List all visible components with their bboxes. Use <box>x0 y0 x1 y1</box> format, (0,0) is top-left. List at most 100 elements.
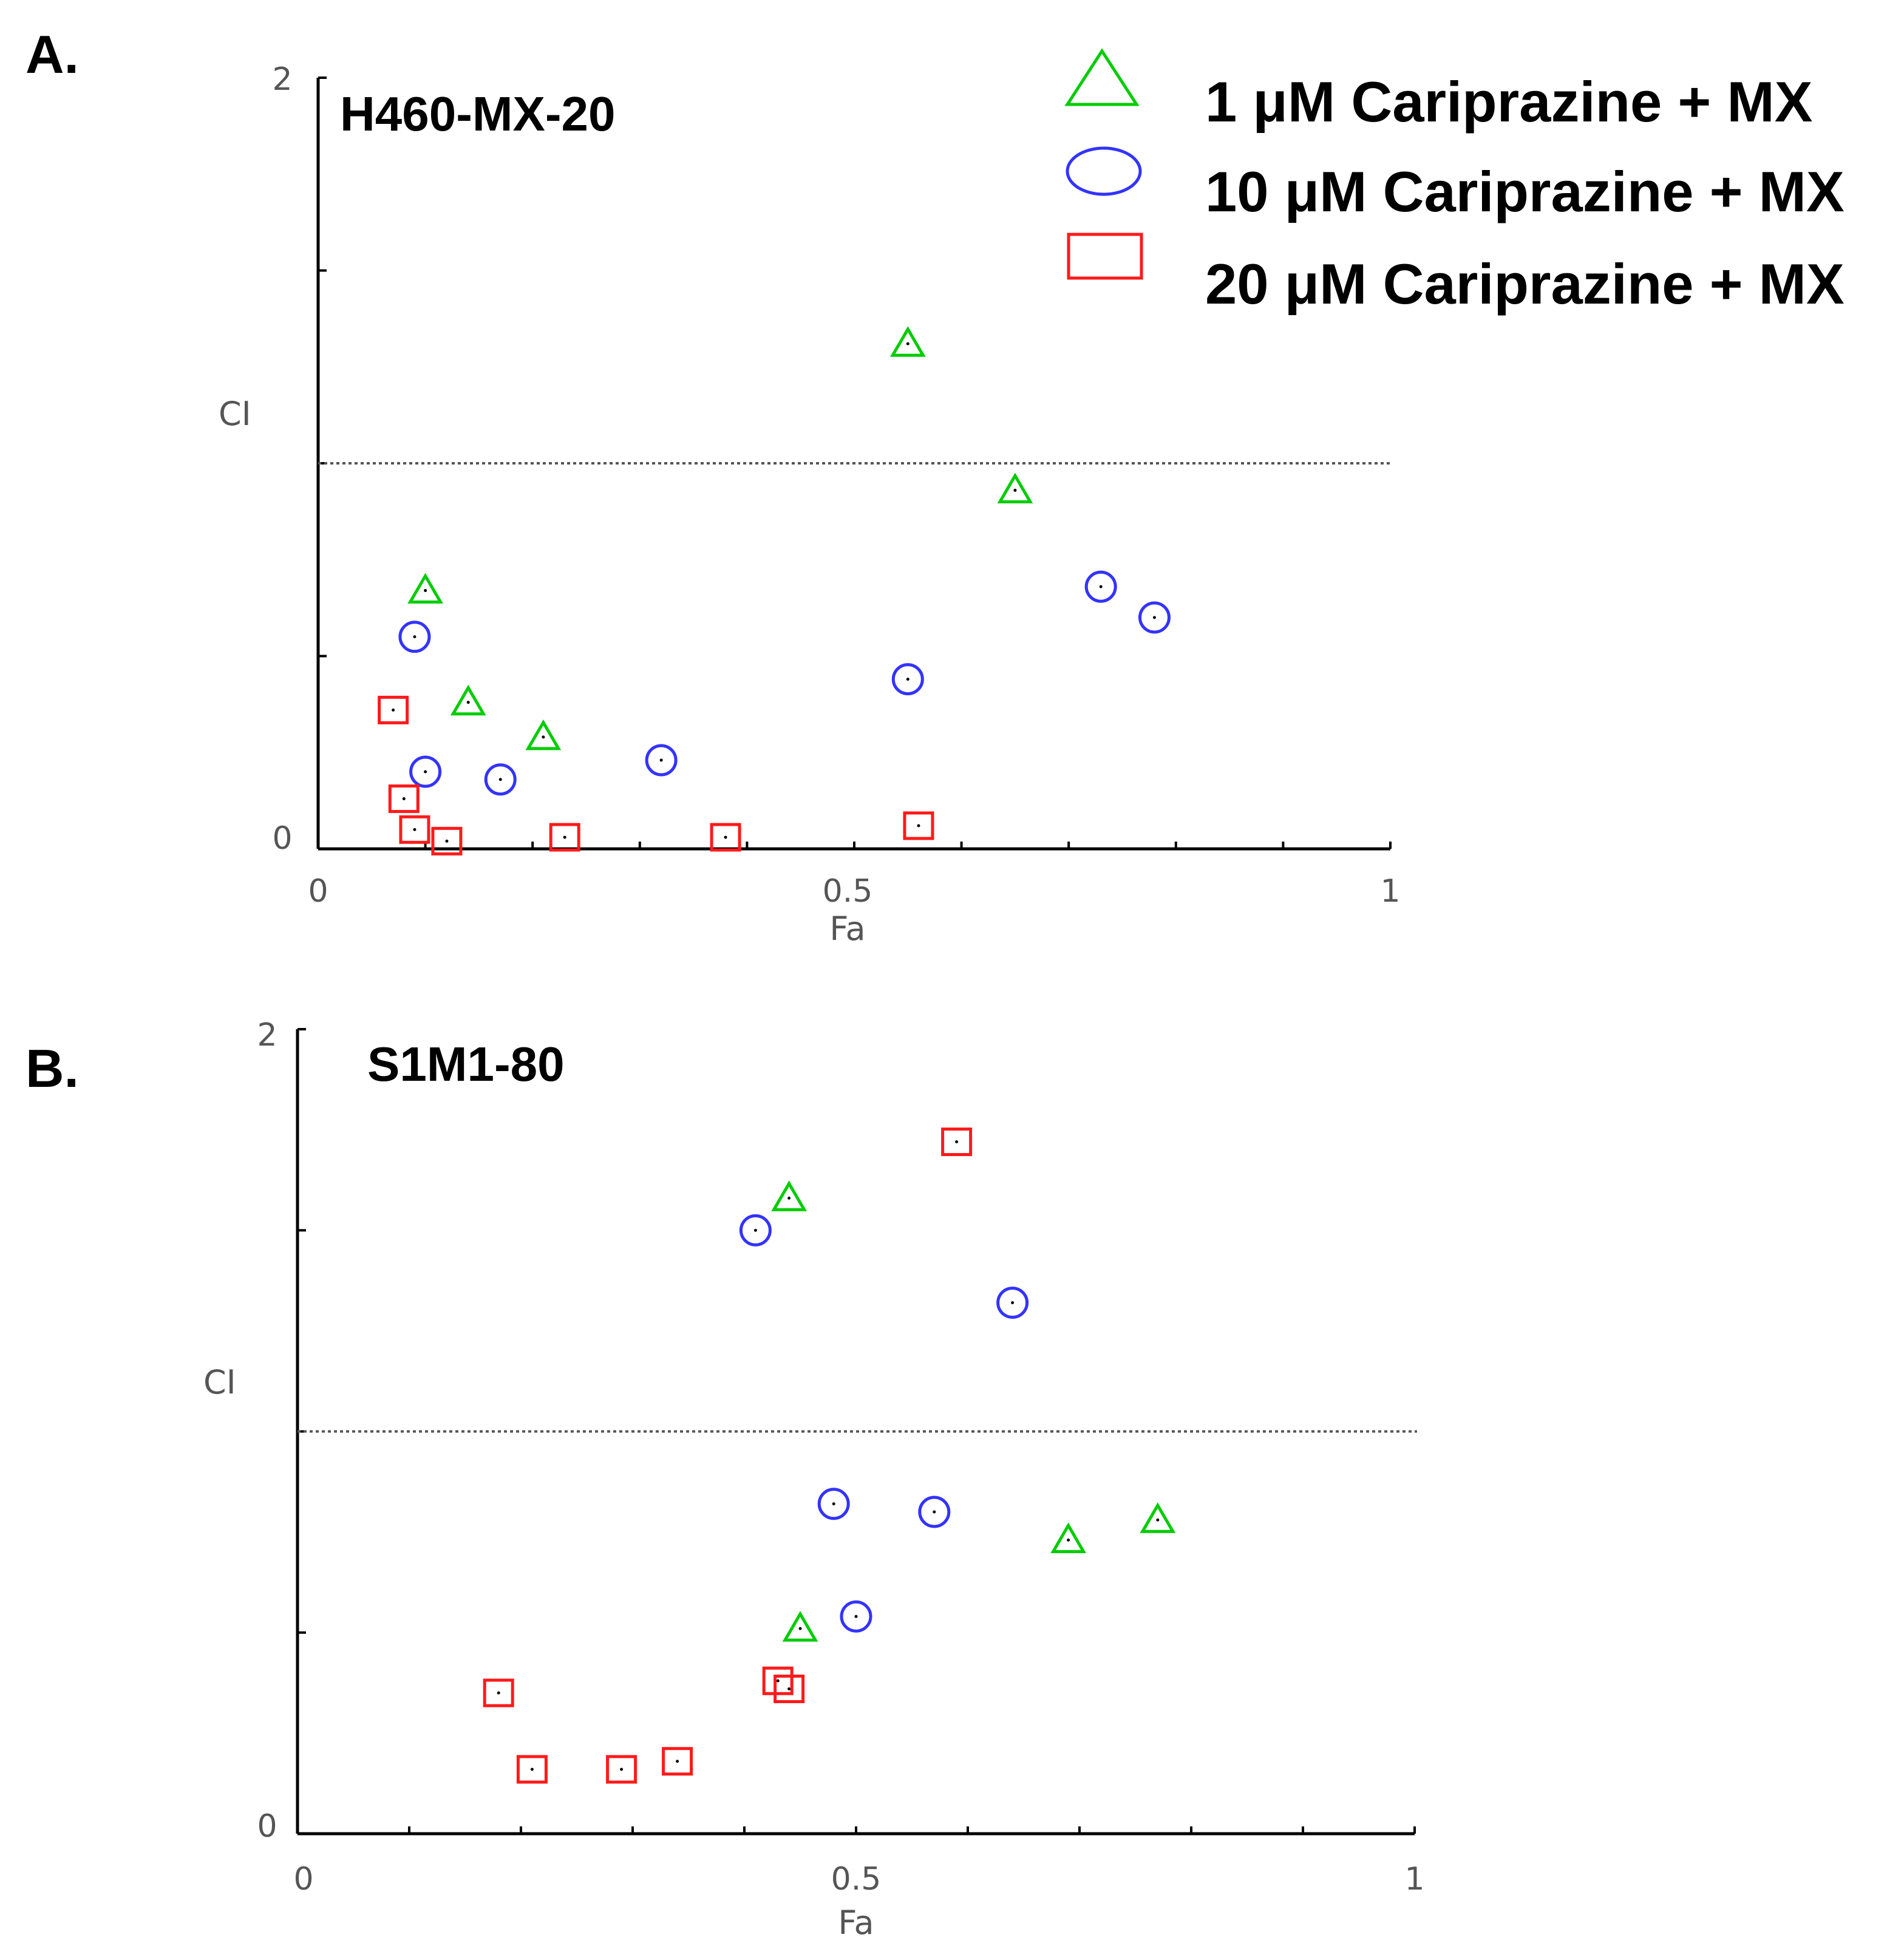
data-point-center-dot <box>787 1687 791 1690</box>
legend-square-icon <box>1067 233 1143 280</box>
data-point-circle <box>996 1287 1029 1319</box>
panel-title: S1M1-80 <box>367 1037 565 1091</box>
data-point-square <box>662 1747 693 1776</box>
data-point-center-dot <box>776 1679 780 1683</box>
data-point-triangle <box>997 472 1033 503</box>
data-point-center-dot <box>787 1196 791 1200</box>
data-point-square <box>773 1675 805 1703</box>
data-point-center-dot <box>413 635 416 639</box>
panel-letter: A. <box>25 24 79 84</box>
y-tick-label: 2 <box>272 61 292 98</box>
data-point-triangle <box>450 684 486 716</box>
data-point-circle <box>1138 601 1171 634</box>
y-tick-label: 0 <box>257 1808 277 1845</box>
legend-label: 20 μM Cariprazine + MX <box>1205 252 1844 316</box>
legend-item-circle: 10 μM Cariprazine + MX <box>1066 146 1844 223</box>
legend-label: 10 μM Cariprazine + MX <box>1205 160 1844 223</box>
data-point-triangle <box>407 573 443 604</box>
data-point-center-dot <box>424 770 427 774</box>
data-point-circle <box>484 763 517 796</box>
data-point-triangle <box>1140 1502 1176 1533</box>
x-tick-label: 0 <box>308 873 328 910</box>
data-point-square <box>549 823 580 852</box>
data-point-circle <box>645 744 678 777</box>
legend: 1 μM Cariprazine + MX 10 μM Cariprazine … <box>1064 48 1844 316</box>
data-point-circle <box>1084 570 1117 603</box>
data-point-triangle <box>889 326 926 357</box>
data-point-center-dot <box>530 1768 534 1771</box>
x-tick-label: 0.5 <box>831 1861 882 1897</box>
data-point-square <box>762 1666 794 1695</box>
data-point-triangle <box>771 1180 807 1211</box>
y-tick-label: 2 <box>257 1017 277 1053</box>
data-point-center-dot <box>497 1691 500 1695</box>
data-point-center-dot <box>659 758 663 762</box>
data-point-square <box>399 815 430 844</box>
data-point-center-dot <box>955 1140 959 1143</box>
data-point-center-dot <box>1099 585 1103 588</box>
data-point-center-dot <box>498 778 502 781</box>
x-tick-label: 1 <box>1380 873 1400 910</box>
data-point-center-dot <box>542 735 545 739</box>
data-point-center-dot <box>832 1502 835 1506</box>
panel-b: B. S1M1-80 CI Fa 0 2 0 0.5 1 <box>25 1017 1425 1942</box>
data-point-square <box>516 1755 548 1784</box>
data-point-center-dot <box>917 824 920 828</box>
data-point-circle <box>840 1600 872 1633</box>
panel-a: A. H460-MX-20 CI Fa 0 2 0 0.5 1 <box>25 24 1401 948</box>
y-tick-label: 0 <box>272 820 292 857</box>
data-point-center-dot <box>1152 616 1156 619</box>
legend-triangle-icon <box>1064 48 1140 106</box>
y-axis-label: CI <box>219 395 251 433</box>
data-point-circle <box>817 1488 850 1520</box>
data-point-circle <box>891 663 924 696</box>
panel-letter: B. <box>25 1038 79 1098</box>
data-point-circle <box>918 1496 951 1528</box>
data-point-square <box>903 811 934 840</box>
data-point-center-dot <box>1013 488 1017 492</box>
data-point-square <box>483 1678 514 1707</box>
data-point-center-dot <box>1156 1518 1160 1522</box>
data-point-center-dot <box>906 342 909 345</box>
legend-circle-icon <box>1066 146 1142 196</box>
legend-item-triangle: 1 μM Cariprazine + MX <box>1064 48 1812 134</box>
data-point-center-dot <box>798 1627 802 1630</box>
legend-label: 1 μM Cariprazine + MX <box>1205 70 1812 134</box>
data-point-square <box>606 1755 638 1784</box>
data-point-square <box>710 823 741 852</box>
data-point-triangle <box>782 1611 818 1642</box>
x-tick-label: 0 <box>293 1861 313 1897</box>
data-point-center-dot <box>676 1760 679 1763</box>
data-point-center-dot <box>563 835 566 839</box>
data-point-circle <box>409 755 442 788</box>
x-axis-label: Fa <box>829 910 865 948</box>
data-point-center-dot <box>402 797 406 800</box>
data-point-square <box>388 784 420 813</box>
data-point-square <box>378 695 409 724</box>
data-point-center-dot <box>1067 1538 1070 1542</box>
data-point-center-dot <box>466 701 470 704</box>
x-tick-label: 1 <box>1404 1861 1424 1897</box>
data-point-center-dot <box>1011 1301 1015 1304</box>
data-point-triangle <box>1050 1522 1086 1553</box>
panel-title: H460-MX-20 <box>340 87 616 141</box>
data-point-center-dot <box>753 1228 757 1232</box>
data-point-circle <box>398 621 431 653</box>
x-tick-label: 0.5 <box>823 873 873 910</box>
data-point-center-dot <box>906 678 909 681</box>
data-point-center-dot <box>424 589 427 593</box>
data-point-circle <box>739 1214 772 1247</box>
data-point-center-dot <box>724 835 727 839</box>
data-point-center-dot <box>413 828 416 831</box>
legend-item-square: 20 μM Cariprazine + MX <box>1067 233 1844 316</box>
data-point-square <box>941 1128 973 1156</box>
data-point-square <box>431 826 463 856</box>
data-point-center-dot <box>392 708 395 712</box>
data-point-center-dot <box>933 1510 936 1514</box>
data-point-center-dot <box>854 1615 858 1618</box>
y-axis-label: CI <box>203 1363 236 1401</box>
data-point-triangle <box>525 719 562 750</box>
data-point-center-dot <box>620 1768 624 1771</box>
x-axis-label: Fa <box>838 1904 874 1942</box>
